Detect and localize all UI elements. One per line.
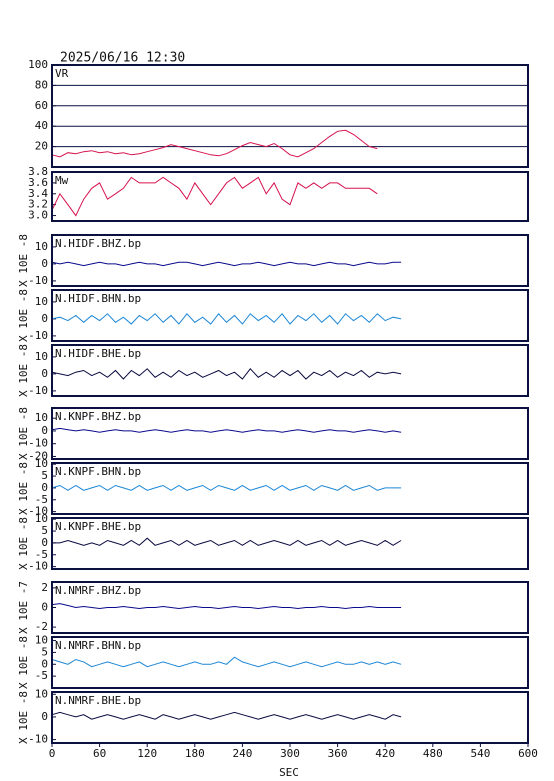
panel-frame [51,581,529,634]
panel-frame [51,407,529,460]
trace [51,176,378,217]
y-tick-label: 3.2 [28,198,48,211]
y-tick-label: 60 [35,99,48,112]
y-tick-label: 10 [35,240,48,253]
x-tick-label: 180 [185,747,205,760]
y-tick-label: -10 [28,560,48,573]
y-axis-label: X 10E -8 [17,344,30,397]
y-tick-label: -5 [35,493,48,506]
y-tick-label: 0 [41,536,48,549]
x-tick-label: 300 [280,747,300,760]
y-tick-label: -5 [35,669,48,682]
y-tick-label: -10 [28,384,48,397]
y-tick-label: -10 [28,329,48,342]
y-axis-label: X 10E -8 [17,462,30,515]
trace [52,537,402,546]
trace-name: VR [55,67,69,80]
y-tick-label: 10 [35,350,48,363]
trace [51,129,378,158]
panel-frame [51,171,529,222]
x-tick-label: 240 [232,747,252,760]
trace-name: N.KNPF.BHZ.bp [55,410,141,423]
trace-name: N.KNPF.BHN.bp [55,465,141,478]
timestamp: 2025/06/16 12:30 [60,51,185,66]
y-tick-label: 0 [41,367,48,380]
y-axis-label: X 10E -8 [17,517,30,570]
panel-frame [51,234,529,287]
y-tick-label: 5 [41,645,48,658]
y-axis-label: X 10E -7 [17,581,30,634]
trace [51,656,402,668]
trace-name: N.HIDF.BHN.bp [55,292,141,305]
x-tick-label: 0 [49,747,56,760]
trace-name: N.HIDF.BHE.bp [55,347,141,360]
y-tick-label: 10 [35,295,48,308]
trace [51,484,402,491]
y-tick-label: 80 [35,78,48,91]
x-tick-label: 360 [328,747,348,760]
y-tick-label: 0 [41,657,48,670]
y-tick-label: -5 [35,548,48,561]
x-tick-label: 120 [137,747,157,760]
trace-name: N.NMRF.BHN.bp [55,639,141,652]
y-tick-label: 10 [35,512,48,525]
trace [51,368,402,380]
panel-frame [51,289,529,342]
panel-frame [51,344,529,397]
y-tick-label: 3.8 [28,165,48,178]
y-axis-label: X 10E -8 [17,289,30,342]
trace-name: N.HIDF.BHZ.bp [55,237,141,250]
y-tick-label: -20 [28,449,48,462]
trace [51,711,402,720]
trace [51,427,402,433]
panel-frame [51,462,529,515]
y-tick-label: 10 [35,634,48,647]
x-tick-label: 60 [93,747,106,760]
trace-name: N.NMRF.BHZ.bp [55,584,141,597]
panel-frame [51,64,529,168]
y-tick-label: 5 [41,524,48,537]
y-tick-label: 0 [41,710,48,723]
trace [51,603,402,610]
y-tick-label: 0 [41,312,48,325]
trace-name: N.NMRF.BHE.bp [55,694,141,707]
y-axis-label: X 10E -8 [17,407,30,460]
x-tick-label: 600 [518,747,538,760]
trace-name: N.KNPF.BHE.bp [55,520,141,533]
y-tick-label: 3.0 [28,209,48,222]
y-tick-label: 10 [35,687,48,700]
y-tick-label: 40 [35,119,48,132]
x-tick-label: 540 [470,747,490,760]
y-tick-label: 0 [41,257,48,270]
y-tick-label: 10 [35,411,48,424]
y-tick-label: 0 [41,601,48,614]
trace [51,261,402,267]
panel-frame [51,636,529,689]
y-tick-label: -10 [28,733,48,746]
y-axis-label: X 10E -8 [17,636,30,689]
y-tick-label: 0 [41,481,48,494]
y-tick-label: 0 [41,424,48,437]
x-tick-label: 420 [375,747,395,760]
x-tick-label: 480 [423,747,443,760]
y-axis-label: X 10E -8 [17,234,30,287]
y-tick-label: 3.6 [28,176,48,189]
y-tick-label: 3.4 [28,187,48,200]
y-tick-label: 10 [35,457,48,470]
y-tick-label: -2 [35,620,48,633]
y-tick-label: -10 [28,274,48,287]
trace [51,313,402,325]
panel-frame [51,517,529,570]
y-tick-label: 5 [41,469,48,482]
y-axis-label: X 10E -8 [17,691,30,744]
y-tick-label: 100 [28,58,48,71]
y-tick-label: -10 [28,505,48,518]
y-tick-label: 20 [35,140,48,153]
x-axis-label: SEC [279,766,299,779]
trace-name: Mw [55,174,69,187]
y-tick-label: -10 [28,437,48,450]
y-tick-label: 2 [41,581,48,594]
